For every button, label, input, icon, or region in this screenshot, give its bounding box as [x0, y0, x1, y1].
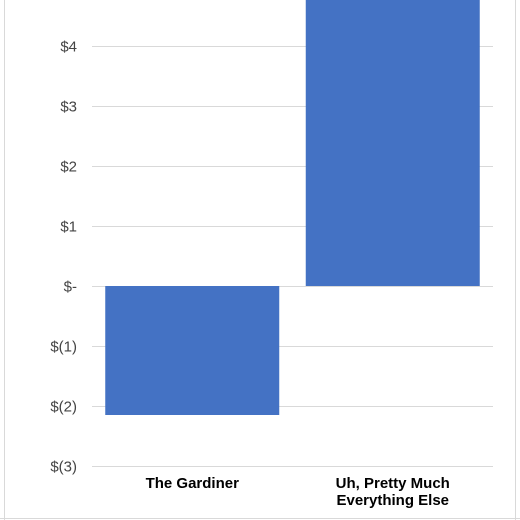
bar	[105, 286, 280, 415]
y-tick-label: $4	[60, 39, 77, 56]
y-tick-label: $(3)	[50, 459, 77, 476]
bars	[105, 0, 480, 415]
y-tick-label: $-	[64, 279, 77, 296]
category-label-line: The Gardiner	[146, 475, 240, 492]
category-label-line: Uh, Pretty Much	[336, 475, 450, 492]
category-label-line: Everything Else	[336, 492, 449, 509]
y-tick-label: $(2)	[50, 399, 77, 416]
y-tick-label: $3	[60, 99, 77, 116]
y-tick-label: $1	[60, 219, 77, 236]
y-tick-label: $(1)	[50, 339, 77, 356]
category-label: The Gardiner	[146, 475, 240, 492]
y-tick-label: $2	[60, 159, 77, 176]
gridlines	[92, 46, 493, 467]
category-labels: The Gardiner Uh, Pretty Much Everything El…	[146, 475, 450, 509]
bar	[305, 0, 480, 286]
category-label: Uh, Pretty Much Everything Else	[336, 475, 450, 509]
y-axis-tick-labels: $4 $3 $2 $1 $- $(1) $(2) $(3)	[50, 39, 77, 476]
